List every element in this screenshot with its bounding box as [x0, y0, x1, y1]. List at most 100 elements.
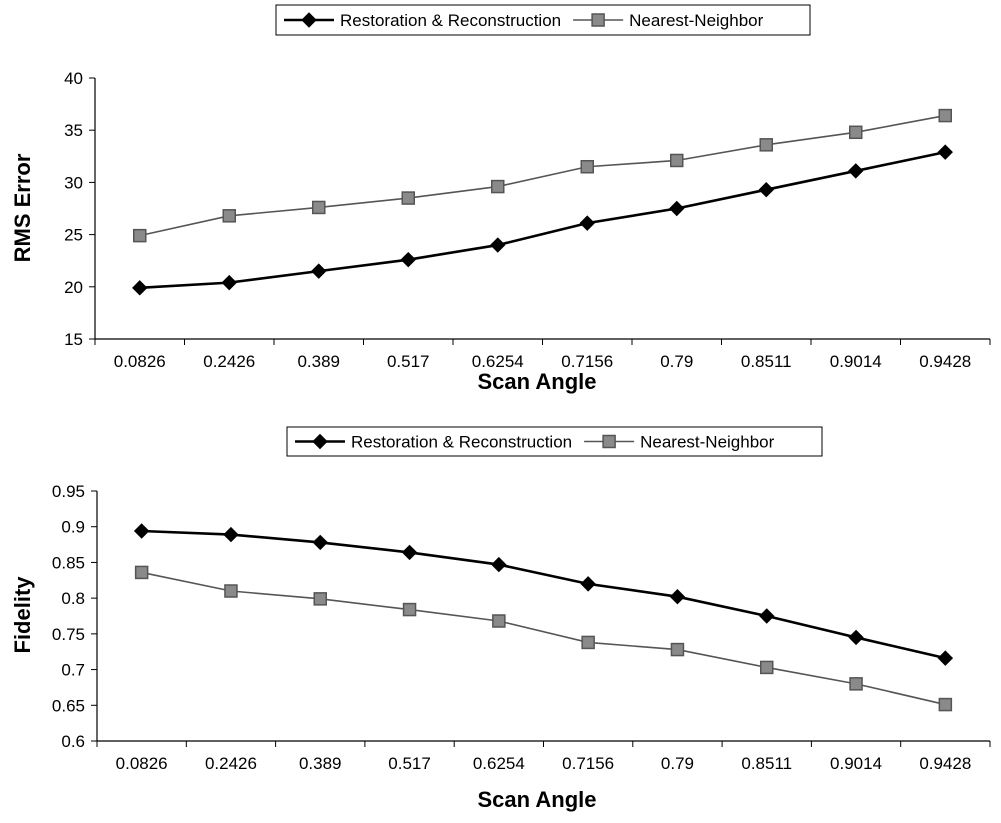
data-point — [221, 274, 237, 291]
data-point — [938, 697, 953, 712]
data-point — [492, 614, 506, 628]
series-line — [141, 571, 946, 706]
series-nearest-neighbor — [133, 108, 952, 243]
data-point — [491, 179, 505, 194]
data-point — [758, 182, 774, 198]
x-tick-label: 0.79 — [661, 754, 694, 773]
x-tick-label: 0.517 — [388, 754, 431, 773]
x-tick-label: 0.2426 — [203, 352, 255, 371]
series-nearest-neighbor — [134, 565, 953, 712]
legend-item: Restoration & Reconstruction — [295, 433, 572, 452]
x-tick-label: 0.79 — [660, 352, 693, 371]
legend-label: Restoration & Reconstruction — [351, 433, 572, 452]
diamond-marker-icon — [301, 12, 317, 28]
y-tick-label: 0.7 — [61, 661, 85, 680]
diamond-marker-icon — [312, 433, 328, 450]
y-axis-title: Fidelity — [10, 576, 35, 654]
data-point — [848, 629, 864, 646]
legend-box — [275, 4, 811, 36]
y-tick-label: 0.65 — [52, 696, 85, 715]
data-point — [848, 163, 864, 179]
x-tick-label: 0.389 — [299, 754, 342, 773]
y-tick-label: 15 — [64, 330, 83, 349]
series-restoration-reconstruction — [132, 144, 953, 296]
data-point — [491, 556, 507, 573]
legend-label: Nearest-Neighbor — [629, 11, 764, 30]
x-tick-label: 0.8511 — [741, 754, 792, 773]
data-point — [222, 209, 236, 223]
data-point — [401, 191, 415, 205]
legend-label: Restoration & Reconstruction — [340, 11, 561, 30]
series-restoration-reconstruction — [133, 523, 954, 666]
x-axis-title: Scan Angle — [478, 369, 597, 394]
y-tick-label: 0.8 — [61, 589, 85, 608]
data-point — [401, 544, 418, 561]
data-point — [580, 159, 594, 174]
data-point — [402, 602, 417, 617]
y-tick-label: 0.6 — [61, 732, 85, 751]
y-tick-label: 0.95 — [52, 482, 85, 501]
legend-label: Nearest-Neighbor — [640, 433, 775, 452]
data-point — [849, 677, 863, 691]
data-point — [579, 215, 595, 231]
series-line — [139, 114, 946, 237]
y-tick-label: 20 — [64, 278, 83, 297]
x-tick-label: 0.7156 — [562, 754, 614, 773]
data-point — [312, 200, 326, 215]
data-point — [759, 608, 775, 624]
legend: Restoration & Reconstruction Nearest-Neig… — [286, 426, 823, 457]
data-point — [937, 144, 953, 160]
x-tick-label: 0.8511 — [741, 352, 792, 371]
data-point — [581, 635, 595, 650]
x-tick-label: 0.9428 — [919, 754, 971, 773]
x-tick-label: 0.0826 — [116, 754, 168, 773]
chart-fidelity: 0.6 0.65 0.7 0.75 0.8 0.85 0.9 0.95 0.0826 0.2426… — [10, 426, 991, 812]
x-tick-label: 0.9014 — [830, 352, 882, 371]
x-tick-label: 0.6254 — [473, 754, 525, 773]
data-point — [670, 642, 685, 657]
data-point — [669, 589, 686, 605]
data-point — [133, 523, 150, 539]
y-tick-label: 0.9 — [61, 518, 85, 537]
legend-item: Nearest-Neighbor — [573, 11, 764, 30]
series-line — [141, 529, 946, 660]
data-point — [580, 576, 596, 592]
x-tick-label: 0.389 — [297, 352, 340, 371]
y-tick-label: 30 — [64, 173, 83, 192]
legend-item: Restoration & Reconstruction — [284, 11, 561, 30]
data-point — [223, 526, 239, 543]
data-point — [400, 251, 416, 268]
x-tick-label: 0.0826 — [114, 352, 166, 371]
data-point — [937, 650, 954, 666]
data-point — [132, 280, 148, 296]
data-point — [490, 237, 506, 253]
y-axis-title: RMS Error — [10, 153, 35, 262]
data-point — [759, 138, 773, 152]
y-tick-label: 25 — [64, 226, 83, 245]
x-tick-label: 0.517 — [387, 352, 430, 371]
data-point — [938, 108, 952, 123]
x-tick-label: 0.9014 — [830, 754, 882, 773]
x-tick-label: 0.7156 — [561, 352, 613, 371]
legend-item: Nearest-Neighbor — [584, 433, 775, 452]
data-point — [311, 263, 327, 279]
data-point — [133, 228, 147, 243]
series-line — [139, 150, 946, 290]
square-marker-icon — [602, 434, 616, 449]
x-axis-title: Scan Angle — [478, 787, 597, 812]
data-point — [670, 153, 684, 168]
y-tick-label: 40 — [64, 69, 83, 88]
data-point — [134, 565, 149, 580]
data-point — [849, 125, 863, 140]
legend: Restoration & Reconstruction Nearest-Neig… — [275, 4, 811, 36]
x-tick-label: 0.9428 — [919, 352, 971, 371]
x-tick-label: 0.2426 — [205, 754, 257, 773]
y-tick-label: 35 — [64, 121, 83, 140]
data-point — [760, 660, 774, 675]
data-point — [313, 592, 327, 606]
square-marker-icon — [591, 13, 605, 27]
y-tick-label: 0.75 — [52, 625, 85, 644]
legend-box — [286, 426, 823, 457]
y-tick-label: 0.85 — [52, 553, 85, 572]
